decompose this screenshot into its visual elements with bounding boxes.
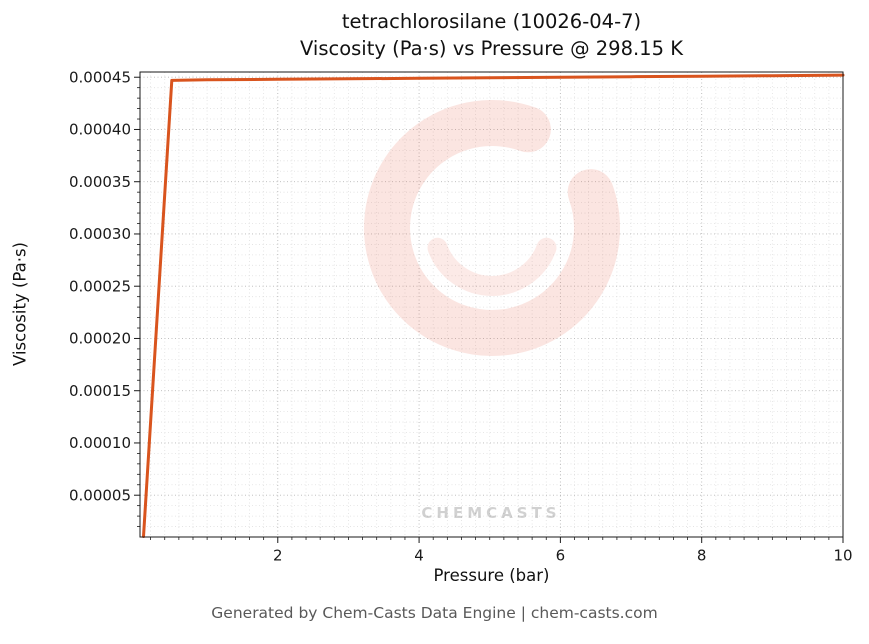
y-tick-label: 0.00005 [69,486,131,504]
chart-title-line-1: tetrachlorosilane (10026-04-7) [341,10,642,33]
data-series [142,73,845,538]
y-tick-label: 0.00025 [69,277,131,295]
y-tick-label: 0.00040 [69,121,131,139]
chart-title: tetrachlorosilane (10026-04-7) Viscosity… [140,8,843,62]
watermark-text: CHEMCASTS [421,504,560,522]
axes: 2 4 6 8 10 0.00005 0.00010 0.00015 0.00020 0.0002… [69,68,853,564]
y-tick-label: 0.00015 [69,382,131,400]
y-tick-label: 0.00020 [69,330,131,348]
y-tick-label: 0.00010 [69,434,131,452]
y-tick-label: 0.00035 [69,173,131,191]
x-tick-label: 2 [273,547,283,565]
x-tick-label: 4 [414,547,424,565]
x-axis-label: Pressure (bar) [433,566,550,585]
footer-credit: Generated by Chem-Casts Data Engine | ch… [211,604,658,622]
y-tick-label: 0.00045 [69,68,131,86]
x-tick-label: 10 [833,547,852,565]
chart-title-line-2: Viscosity (Pa·s) vs Pressure @ 298.15 K [300,37,683,60]
x-tick-label: 8 [697,547,707,565]
watermark: CHEMCASTS [364,100,620,522]
minor-gridlines [140,72,843,537]
y-tick-label: 0.00030 [69,225,131,243]
x-tick-label: 6 [556,547,566,565]
chemcasts-c-logo-swirl [427,237,557,296]
y-axis-label: Viscosity (Pa·s) [10,242,30,366]
viscosity-line [142,73,845,538]
chemcasts-c-logo [364,100,620,356]
